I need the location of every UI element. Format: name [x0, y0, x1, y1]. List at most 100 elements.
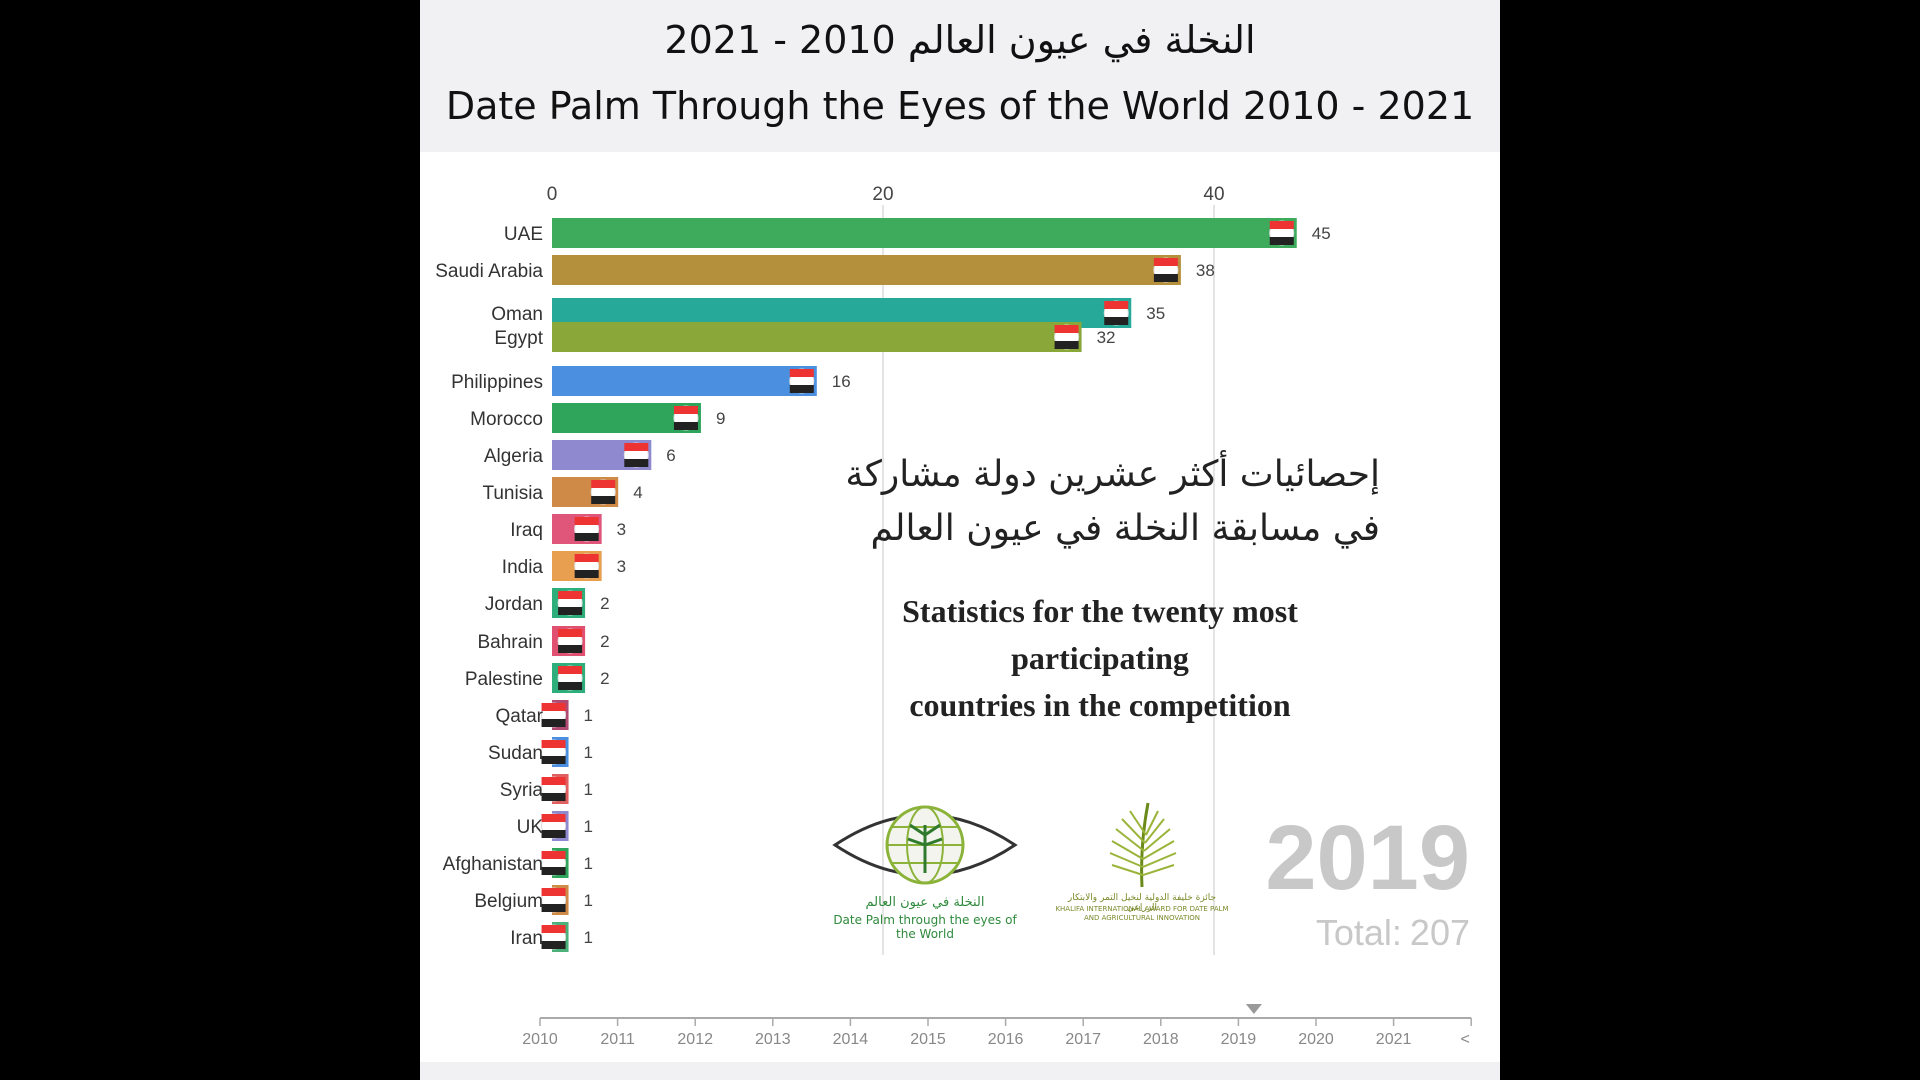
logo-right-english: KHALIFA INTERNATIONAL AWARD FOR DATE PAL… [1055, 905, 1229, 922]
bar-group: UAE 45 [504, 218, 1331, 248]
logo-left-english: Date Palm through the eyes of the World [833, 913, 1017, 941]
philippines-flag-icon [789, 368, 815, 394]
india-flag-icon [574, 553, 600, 579]
value-label: 3 [617, 520, 626, 539]
total-display: Total: 207 [1316, 912, 1470, 954]
bar-group: Iran 1 [510, 922, 593, 952]
overlay-en-line1: Statistics for the twenty most participa… [902, 593, 1298, 676]
timeline-playhead-icon[interactable] [1245, 1004, 1262, 1014]
video-frame: النخلة في عيون العالم 2010 - 2021 Date P… [420, 0, 1500, 1080]
timeline-year-label[interactable]: 2012 [677, 1031, 713, 1048]
egypt-flag-icon [1054, 324, 1080, 350]
bar-group: Syria 1 [500, 774, 593, 804]
category-label: Tunisia [482, 483, 543, 504]
value-label: 45 [1312, 224, 1331, 243]
timeline-year-label[interactable]: 2019 [1221, 1031, 1257, 1048]
bar-group: Tunisia 4 [482, 477, 643, 507]
bar-group: Algeria 6 [484, 440, 676, 470]
value-label: 1 [584, 817, 593, 836]
bar-group: Palestine 2 [465, 663, 610, 693]
palm-frond-icon [1109, 802, 1177, 888]
qatar-flag-icon [541, 702, 567, 728]
value-label: 2 [600, 594, 609, 613]
bar-group: Sudan 1 [488, 737, 593, 767]
category-label: Belgium [474, 891, 543, 912]
bar [552, 366, 817, 396]
bar-group: Afghanistan 1 [443, 848, 593, 878]
timeline-year-label[interactable]: 2013 [755, 1031, 791, 1048]
timeline-year-label[interactable]: 2020 [1298, 1031, 1334, 1048]
year-timeline-slider[interactable]: 2010 2011 2012 2013 2014 2015 2016 2017 2018 2019… [420, 1000, 1500, 1060]
footer-strip [420, 1062, 1500, 1080]
total-label: Total: [1315, 912, 1402, 953]
tunisia-flag-icon [590, 479, 616, 505]
timeline-year-label[interactable]: 2017 [1065, 1031, 1101, 1048]
title-arabic: النخلة في عيون العالم 2010 - 2021 [664, 18, 1256, 62]
value-label: 6 [666, 446, 675, 465]
value-label: 32 [1097, 328, 1116, 347]
saudi-flag-icon [1153, 257, 1179, 283]
category-label: Afghanistan [443, 854, 543, 875]
palestine-flag-icon [557, 665, 583, 691]
value-label: 9 [716, 409, 725, 428]
bar-group: India 3 [502, 551, 626, 581]
overlay-ar-line1: إحصائيات أكثر عشرين دولة مشاركة [845, 454, 1380, 495]
timeline-end-marker[interactable]: < [1461, 1031, 1470, 1048]
value-label: 16 [832, 372, 851, 391]
value-label: 2 [600, 632, 609, 651]
jordan-flag-icon [557, 590, 583, 616]
category-label: UAE [504, 224, 543, 245]
bar [552, 322, 1082, 352]
value-label: 1 [584, 854, 593, 873]
uae-flag-icon [1269, 220, 1295, 246]
value-label: 2 [600, 669, 609, 688]
value-label: 3 [617, 557, 626, 576]
bahrain-flag-icon [557, 628, 583, 654]
value-label: 1 [584, 780, 593, 799]
category-label: Iraq [510, 520, 543, 541]
morocco-flag-icon [673, 405, 699, 431]
value-label: 4 [633, 483, 642, 502]
bar [552, 255, 1181, 285]
timeline-year-label[interactable]: 2016 [988, 1031, 1024, 1048]
bar-group: Philippines 16 [451, 366, 851, 396]
timeline-year-label[interactable]: 2010 [522, 1031, 558, 1048]
timeline-year-label[interactable]: 2015 [910, 1031, 946, 1048]
overlay-ar-line2: في مسابقة النخلة في عيون العالم [870, 508, 1380, 549]
overlay-en-line2: countries in the competition [909, 687, 1291, 723]
timeline-year-label[interactable]: 2011 [600, 1031, 635, 1048]
category-label: Bahrain [478, 632, 544, 653]
eye-globe-palm-icon [832, 805, 1018, 885]
category-label: Jordan [485, 594, 543, 615]
bar-group: Egypt 32 [494, 322, 1116, 352]
khalifa-award-logo: جائزة خليفة الدولية لنخيل التمر والابتكا… [1052, 795, 1232, 935]
syria-flag-icon [541, 776, 567, 802]
bar-group: Qatar 1 [495, 700, 593, 730]
category-label: UK [517, 817, 544, 838]
category-label: Oman [491, 304, 543, 325]
category-label: Morocco [470, 409, 543, 430]
overlay-arabic-text: إحصائيات أكثر عشرين دولة مشاركة في مسابق… [840, 448, 1380, 556]
category-label: Saudi Arabia [435, 261, 543, 282]
sudan-flag-icon [541, 739, 567, 765]
value-label: 1 [584, 743, 593, 762]
belgium-flag-icon [541, 887, 567, 913]
x-tick-label: 20 [872, 184, 893, 205]
timeline-year-label[interactable]: 2021 [1376, 1031, 1412, 1048]
bar-group: Saudi Arabia 38 [435, 255, 1215, 285]
total-value: 207 [1409, 912, 1470, 953]
bar-group: Iraq 3 [510, 514, 626, 544]
timeline-year-label[interactable]: 2018 [1143, 1031, 1179, 1048]
x-tick-label: 0 [547, 184, 558, 205]
afghanistan-flag-icon [541, 850, 567, 876]
value-label: 38 [1196, 261, 1215, 280]
bar-group: Jordan 2 [485, 588, 610, 618]
bar-group: UK 1 [517, 811, 593, 841]
oman-flag-icon [1103, 300, 1129, 326]
logo-left-arabic: النخلة في عيون العالم [865, 895, 985, 910]
category-label: Egypt [494, 328, 543, 349]
bar-group: Bahrain 2 [478, 626, 610, 656]
iran-flag-icon [541, 924, 567, 950]
date-palm-eyes-logo: النخلة في عيون العالم Date Palm through … [830, 795, 1020, 941]
timeline-year-label[interactable]: 2014 [833, 1031, 869, 1048]
